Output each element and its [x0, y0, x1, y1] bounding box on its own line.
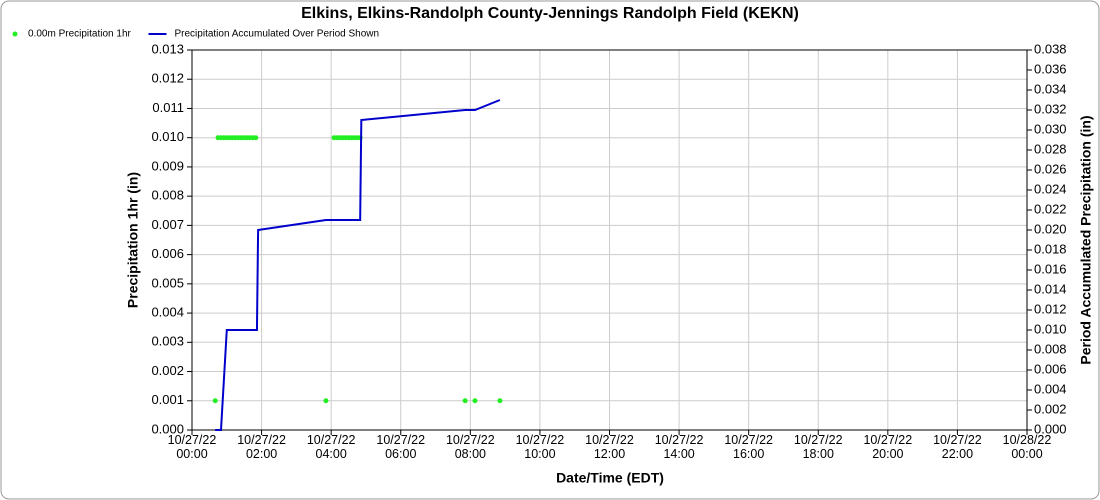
y2-tick-label: 0.006: [1034, 361, 1067, 376]
y2-tick-label: 0.018: [1034, 241, 1067, 256]
y2-tick-label: 0.032: [1034, 101, 1067, 116]
y2-tick-label: 0.038: [1034, 41, 1067, 56]
y-tick-label: 0.005: [151, 275, 184, 290]
y-tick-label: 0.003: [151, 334, 184, 349]
x-tick-label: 10/27/22 06:00: [376, 433, 426, 461]
chart-title: Elkins, Elkins-Randolph County-Jennings …: [301, 5, 799, 22]
legend-label: Precipitation Accumulated Over Period Sh…: [175, 29, 380, 40]
y2-tick-label: 0.028: [1034, 141, 1067, 156]
legend-label: 0.00m Precipitation 1hr: [28, 29, 132, 40]
y-tick-label: 0.007: [151, 217, 184, 232]
y-tick-label: 0.008: [151, 188, 184, 203]
x-tick-label: 10/28/22 00:00: [1002, 433, 1052, 461]
x-tick-label: 10/27/22 20:00: [863, 433, 913, 461]
y2-tick-label: 0.030: [1034, 121, 1067, 136]
y-tick-label: 0.002: [151, 363, 184, 378]
y2-tick-label: 0.012: [1034, 301, 1067, 316]
point: [253, 135, 259, 141]
x-tick-label: 10/27/22 10:00: [515, 433, 565, 461]
y2-tick-label: 0.002: [1034, 401, 1067, 416]
x-tick-label: 10/27/22 16:00: [724, 433, 773, 461]
legend-marker: [12, 31, 18, 37]
y2-tick-label: 0.014: [1034, 281, 1067, 296]
point: [472, 398, 478, 404]
y2-tick-label: 0.016: [1034, 261, 1067, 276]
point: [323, 398, 329, 404]
y-axis-label: Precipitation 1hr (in): [125, 172, 141, 308]
point: [462, 398, 468, 404]
x-tick-label: 10/27/22 00:00: [167, 433, 217, 461]
point: [212, 398, 218, 404]
point: [497, 398, 503, 404]
x-tick-label: 10/27/22 12:00: [585, 433, 634, 461]
line: [215, 99, 501, 431]
y2-tick-label: 0.026: [1034, 161, 1067, 176]
y2-tick-label: 0.036: [1034, 61, 1067, 76]
y2-tick-label: 0.000: [1034, 421, 1067, 436]
y-tick-label: 0.010: [151, 129, 184, 144]
x-axis-label: Date/Time (EDT): [556, 470, 664, 486]
y-tick-label: 0.011: [152, 100, 184, 115]
x-tick-label: 10/27/22 04:00: [306, 433, 356, 461]
y2-tick-label: 0.034: [1034, 81, 1067, 96]
y2-tick-label: 0.020: [1034, 221, 1067, 236]
y-tick-label: 0.013: [151, 41, 184, 56]
x-tick-label: 10/27/22 22:00: [933, 433, 982, 461]
y2-tick-label: 0.004: [1034, 381, 1067, 396]
y2-tick-label: 0.008: [1034, 341, 1067, 356]
y-tick-label: 0.000: [151, 421, 184, 436]
x-tick-label: 10/27/22 08:00: [445, 433, 495, 461]
y-tick-label: 0.012: [151, 71, 184, 86]
plot-border: [191, 49, 1028, 431]
y2-tick-label: 0.022: [1034, 201, 1067, 216]
y-tick-label: 0.006: [151, 246, 184, 261]
x-tick-label: 10/27/22 18:00: [793, 433, 843, 461]
y-tick-label: 0.001: [151, 392, 184, 407]
y2-tick-label: 0.010: [1034, 321, 1067, 336]
y-tick-label: 0.004: [151, 305, 184, 320]
y2-axis-label: Period Accumulated Precipitation (in): [1078, 115, 1094, 364]
x-tick-label: 10/27/22 14:00: [654, 433, 704, 461]
y2-tick-label: 0.024: [1034, 181, 1067, 196]
y-tick-label: 0.009: [151, 158, 184, 173]
x-tick-label: 10/27/22 02:00: [237, 433, 286, 461]
